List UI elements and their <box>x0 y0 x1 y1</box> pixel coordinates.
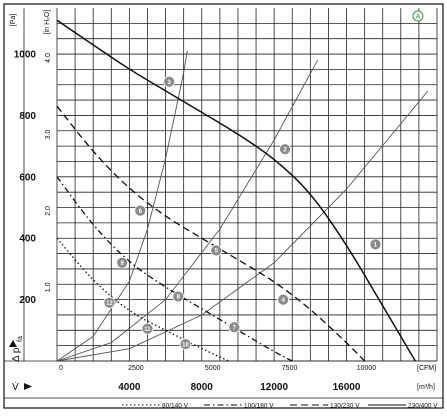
fan-curve-dashed <box>56 105 366 362</box>
x-tick-label-cfm: 0 <box>59 365 63 372</box>
operating-point-label: 4 <box>282 298 286 304</box>
legend-label: 80/140 V <box>162 403 189 410</box>
operating-point-label: 10 <box>182 342 189 348</box>
x-tick-label-m3h: 4000 <box>118 382 141 393</box>
y-tick-label-inh2o: 2.0 <box>45 206 52 216</box>
operating-point-marker: 5 <box>210 244 223 257</box>
operating-point-marker: 6 <box>134 204 147 217</box>
operating-point-label: 1 <box>374 243 378 249</box>
fan-curve-solid <box>56 19 416 362</box>
x-tick-label-cfm: 5000 <box>205 365 221 372</box>
operating-point-label: 3 <box>168 80 172 86</box>
x-tick-label-cfm: 2500 <box>128 365 144 372</box>
operating-point-circle <box>369 238 382 251</box>
y-tick-label-inh2o: 4.0 <box>45 53 52 63</box>
y-axis-symbol: Δ p <box>11 347 22 362</box>
y-tick-label-pa: 600 <box>19 172 36 183</box>
operating-point-marker: 8 <box>172 290 185 303</box>
operating-point-label: 6 <box>139 209 143 215</box>
legend-label: 100/180 V <box>244 403 274 410</box>
operating-point-label: 9 <box>120 261 124 267</box>
curve-badge-circle <box>412 10 424 22</box>
x-tick-label-m3h: 12000 <box>260 382 288 393</box>
operating-point-circle <box>163 75 176 88</box>
operating-point-label: 12 <box>106 301 113 307</box>
y-tick-label-inh2o: 3.0 <box>45 130 52 140</box>
legend-label: 230/400 V <box>408 403 438 410</box>
operating-point-marker: 9 <box>116 256 129 269</box>
operating-point-marker: 10 <box>179 338 192 351</box>
operating-point-marker: 3 <box>163 75 176 88</box>
operating-point-marker: 11 <box>141 322 154 335</box>
system-curve <box>56 59 318 362</box>
operating-point-marker: 1 <box>369 238 382 251</box>
x-unit-m3h: [m³/h] <box>417 384 435 391</box>
curve-layer <box>56 19 429 362</box>
operating-point-circle <box>134 204 147 217</box>
operating-point-label: 2 <box>283 147 287 153</box>
y-tick-label-pa: 200 <box>19 295 36 306</box>
operating-point-circle <box>172 290 185 303</box>
operating-point-circle <box>116 256 129 269</box>
label-layer: 200 400 600 800 1000 1.0 2.0 3.0 4.0 [Pa] [in H₂O]… <box>9 10 436 393</box>
x-tick-label-cfm: 10000 <box>357 365 377 372</box>
operating-point-marker: 4 <box>277 293 290 306</box>
x-unit-cfm: [CFM] <box>417 365 436 372</box>
operating-point-circle <box>141 322 154 335</box>
y-tick-label-pa: 400 <box>19 234 36 245</box>
operating-point-marker: 12 <box>103 296 116 309</box>
outer-frame <box>3 3 444 409</box>
x-tick-label-cfm: 7500 <box>282 365 298 372</box>
x-axis-symbol: V̇ <box>12 380 19 393</box>
y-tick-label-pa: 800 <box>19 111 36 122</box>
operating-point-marker: 7 <box>228 321 241 334</box>
operating-point-circle <box>103 296 116 309</box>
operating-point-label: 11 <box>144 327 151 333</box>
operating-point-circle <box>210 244 223 257</box>
y-tick-label-inh2o: 1.0 <box>45 282 52 292</box>
operating-point-circle <box>179 338 192 351</box>
fan-curve-dashdot <box>56 176 293 362</box>
x-tick-label-m3h: 16000 <box>333 382 361 393</box>
operating-point-label: 7 <box>233 325 237 331</box>
operating-point-circle <box>277 293 290 306</box>
x-tick-label-m3h: 8000 <box>191 382 214 393</box>
operating-point-label: 8 <box>177 295 181 301</box>
curve-badge-label: A <box>416 14 421 21</box>
x-axis-arrow-icon <box>24 383 32 390</box>
legend-layer: 80/140 V 100/180 V 130/230 V 230/400 V <box>4 397 443 410</box>
y-axis-symbol-subscript: fa <box>17 336 24 342</box>
operating-point-label: 5 <box>215 249 219 255</box>
y-tick-label-pa: 1000 <box>14 50 37 61</box>
system-curve <box>56 50 188 362</box>
operating-point-marker: 2 <box>279 143 291 156</box>
operating-point-circle <box>228 321 241 334</box>
fan-curve-dotted <box>56 237 230 362</box>
y-axis-arrow-icon <box>9 340 17 347</box>
system-curve <box>56 90 429 362</box>
operating-point-circle <box>279 143 291 156</box>
legend-label: 130/230 V <box>330 403 360 410</box>
y-unit-pa: [Pa] <box>10 14 17 27</box>
grid-layer <box>4 8 438 362</box>
y-unit-inh2o: [in H₂O] <box>44 10 51 35</box>
